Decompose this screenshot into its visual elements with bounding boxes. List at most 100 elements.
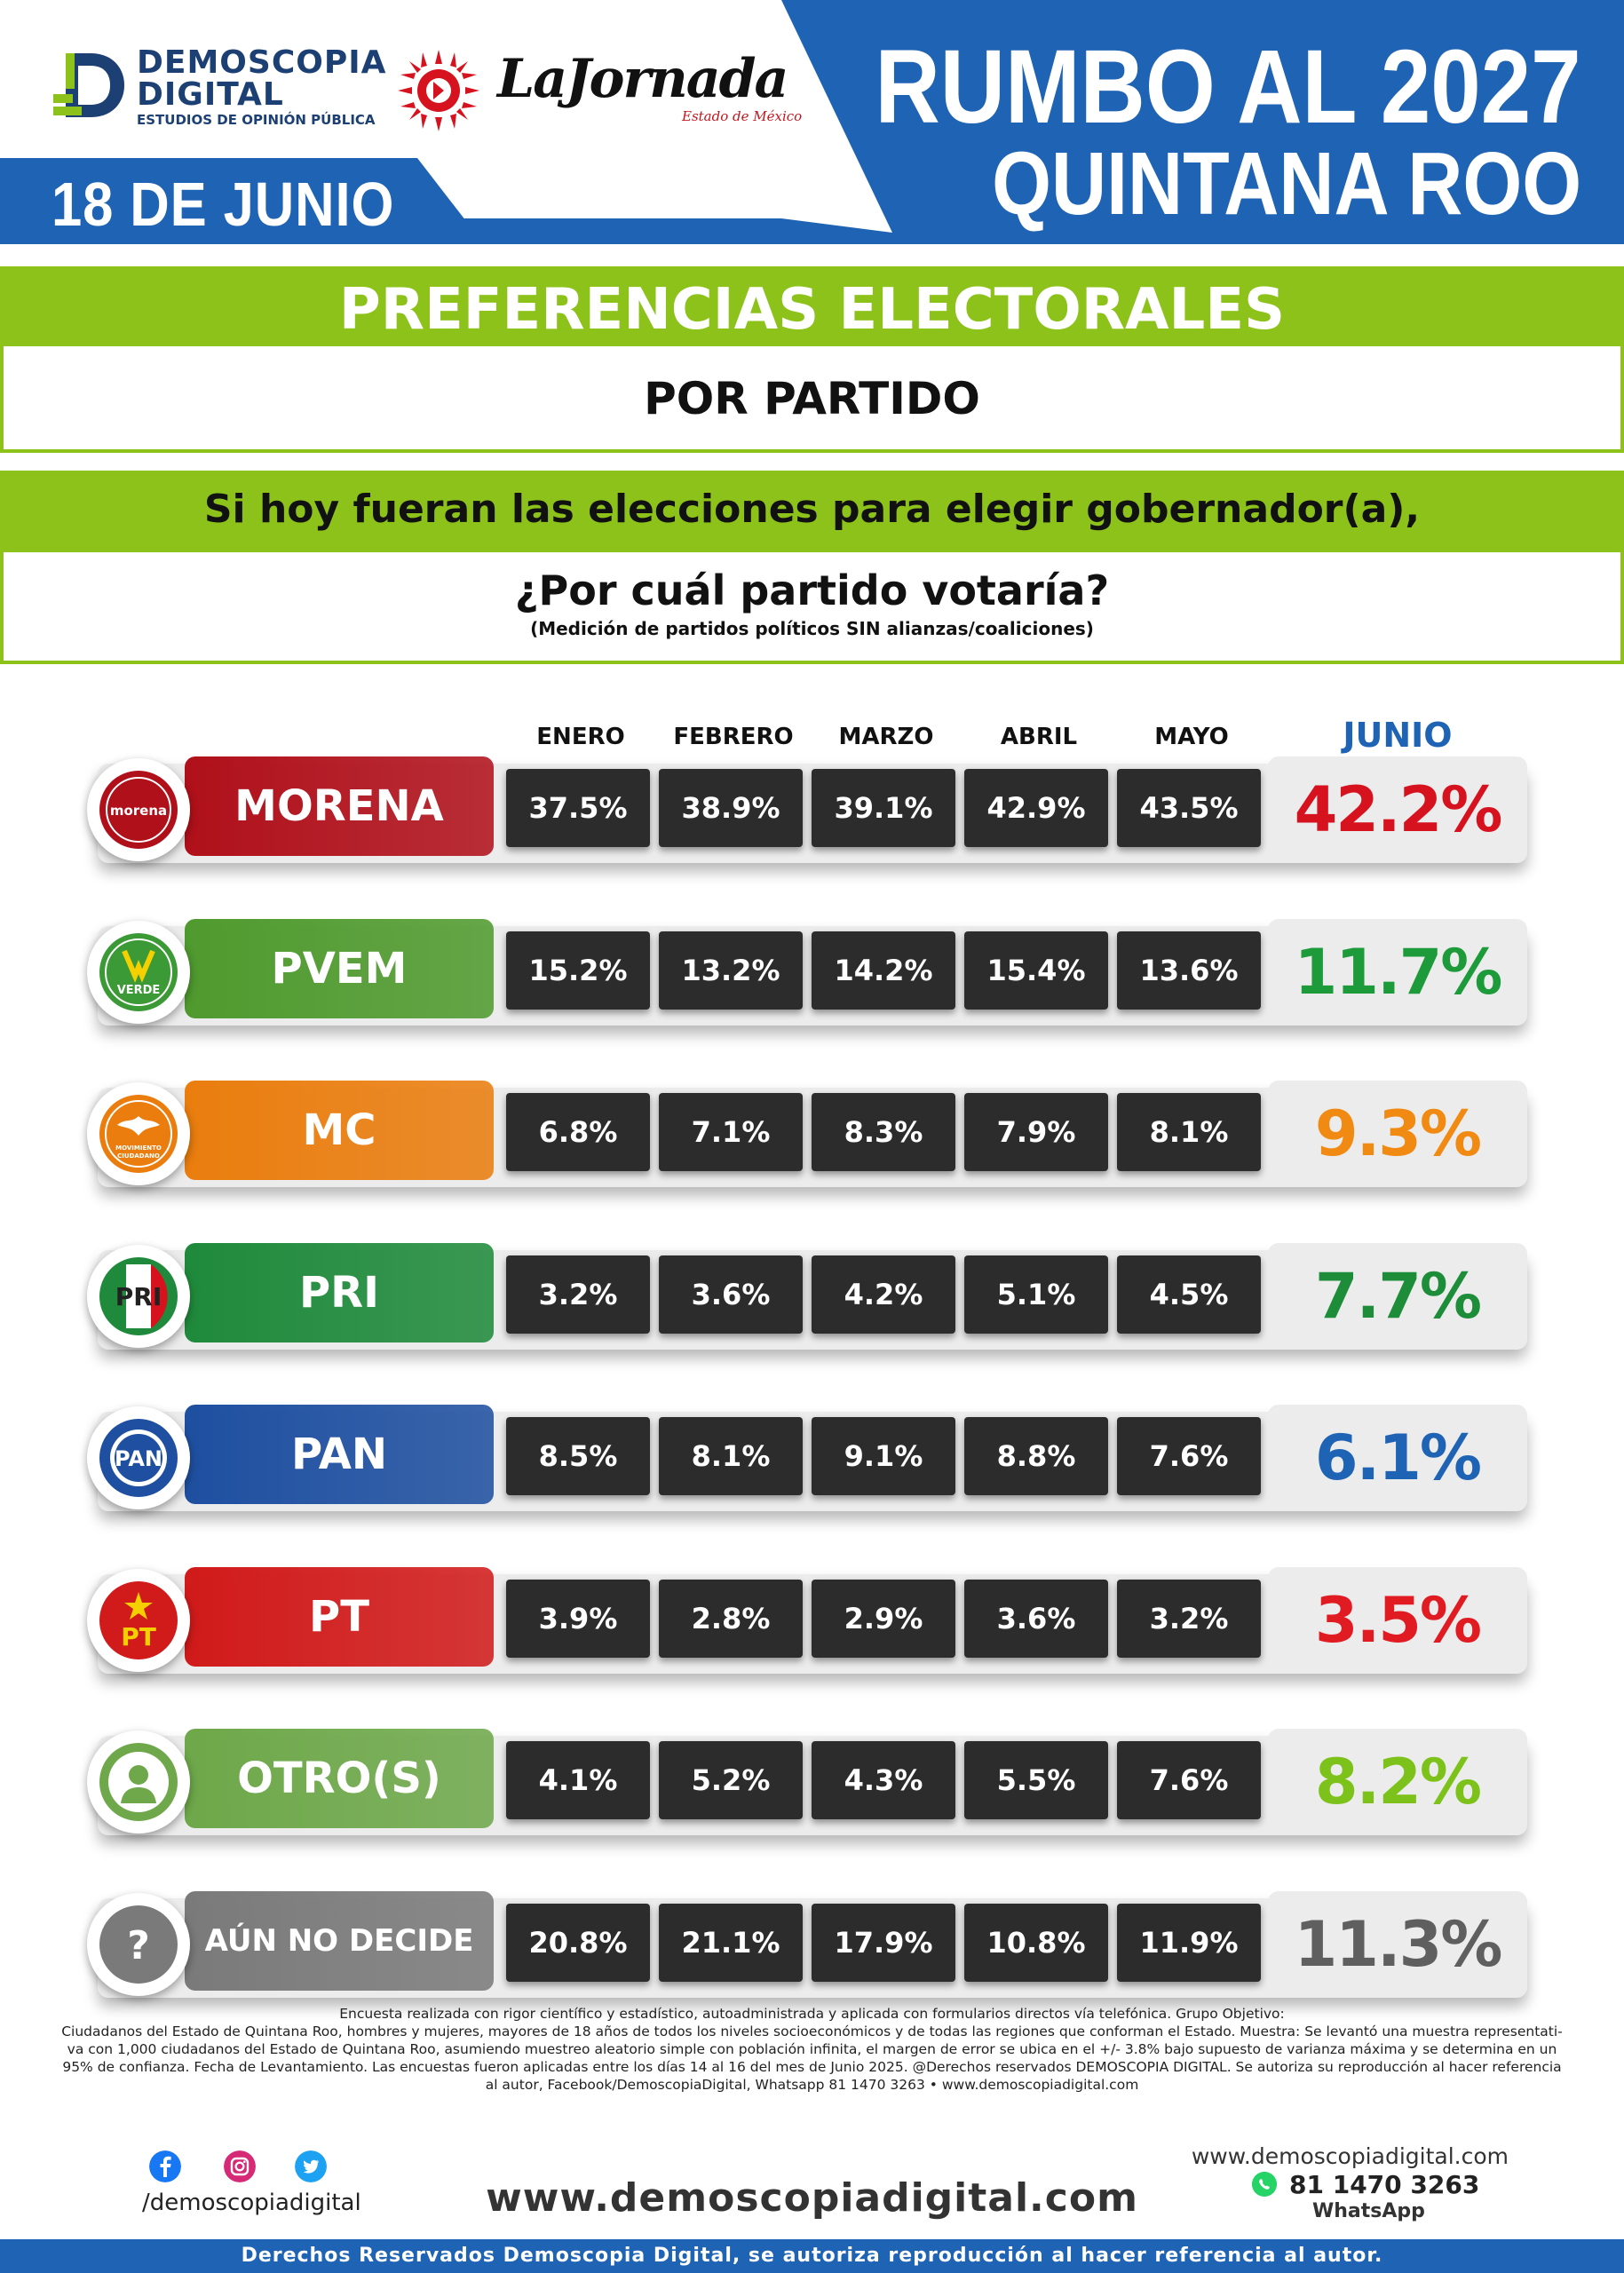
value-cell-junio: 7.7% — [1314, 1259, 1482, 1333]
table-row-morena: MORENA morena 37.5% 38.9% 39.1% 42.9% 43.5% 42.… — [0, 756, 1624, 863]
svg-text:CIUDADANO: CIUDADANO — [117, 1152, 160, 1160]
column-header-abril: ABRIL — [1000, 724, 1078, 750]
value-cell-junio: 3.5% — [1314, 1583, 1482, 1657]
methodology-line-4: 95% de confianza. Fecha de Levantamiento… — [62, 2059, 1562, 2075]
question-line-1: Si hoy fueran las elecciones para elegir… — [203, 487, 1421, 532]
value-cell-marzo: 4.3% — [812, 1741, 955, 1819]
facebook-icon[interactable] — [149, 2150, 181, 2182]
value-cell-febrero: 7.1% — [659, 1093, 803, 1171]
value-cell-enero: 8.5% — [506, 1417, 650, 1495]
whatsapp-icon — [1252, 2172, 1277, 2197]
value-cell-mayo: 7.6% — [1117, 1417, 1261, 1495]
person-icon — [87, 1730, 190, 1833]
value-cell-junio: 9.3% — [1314, 1097, 1482, 1170]
partner-subtitle: Estado de México — [682, 108, 803, 124]
value-cell-enero: 3.2% — [506, 1255, 650, 1334]
brand-name-2: DIGITAL — [137, 76, 284, 113]
junio-cell-background — [1268, 918, 1527, 1026]
brand-tagline: ESTUDIOS DE OPINIÓN PÚBLICA — [137, 112, 376, 128]
table-row-pri: PRI PRI 3.2% 3.6% 4.2% 5.1% 4.5% 7.7% — [0, 1242, 1624, 1350]
question-banner: Si hoy fueran las elecciones para elegir… — [0, 471, 1624, 552]
website-link-center[interactable]: www.demoscopiadigital.com — [486, 2175, 1138, 2221]
value-cell-abril: 15.4% — [964, 931, 1108, 1010]
methodology-note: Encuesta realizada con rigor científico … — [27, 2005, 1597, 2094]
value-cell-marzo: 4.2% — [812, 1255, 955, 1334]
table-row-mc: MC MOVIMIENTO CIUDADANO 6.8% 7.1% 8.3% 7.9% 8.1… — [0, 1081, 1624, 1187]
column-header-mayo: MAYO — [1154, 724, 1229, 750]
pan-logo-icon: PAN — [87, 1406, 190, 1509]
pvem-logo-icon: VERDE — [87, 920, 190, 1024]
brand-name-1: DEMOSCOPIA — [137, 44, 387, 81]
junio-cell-background — [1268, 1242, 1527, 1350]
value-cell-abril: 5.1% — [964, 1255, 1108, 1334]
value-cell-marzo: 2.9% — [812, 1579, 955, 1658]
party-label: MC — [185, 1081, 494, 1180]
phone-number[interactable]: 81 1470 3263 — [1289, 2170, 1480, 2199]
junio-cell-background — [1268, 756, 1527, 863]
demoscopia-logo: DEMOSCOPIA DIGITAL ESTUDIOS DE OPINIÓN P… — [53, 44, 391, 133]
junio-cell-background — [1268, 1405, 1527, 1511]
instagram-icon[interactable] — [224, 2150, 256, 2182]
twitter-icon[interactable] — [295, 2150, 327, 2182]
party-label: PVEM — [185, 918, 494, 1018]
demoscopia-d-icon — [53, 53, 124, 117]
column-header-enero: ENERO — [536, 724, 625, 750]
social-handle[interactable]: /demoscopiadigital — [142, 2190, 361, 2216]
value-cell-junio: 6.1% — [1314, 1422, 1482, 1494]
rights-bar: Derechos Reservados Demoscopia Digital, … — [0, 2239, 1624, 2273]
value-cell-enero: 15.2% — [506, 931, 650, 1010]
value-cell-febrero: 38.9% — [659, 769, 803, 847]
value-cell-marzo: 17.9% — [812, 1903, 955, 1982]
party-label: OTRO(S) — [185, 1729, 494, 1828]
value-cell-mayo: 3.2% — [1117, 1579, 1261, 1658]
value-cell-marzo: 14.2% — [812, 931, 955, 1010]
methodology-line-2: Ciudadanos del Estado de Quintana Roo, h… — [61, 2024, 1563, 2039]
methodology-line-5: al autor, Facebook/DemoscopiaDigital, Wh… — [485, 2077, 1139, 2093]
column-header-febrero: FEBRERO — [673, 724, 794, 750]
column-header-junio: JUNIO — [1343, 716, 1453, 755]
subtitle-banner: POR PARTIDO — [0, 346, 1624, 453]
partner-name: LaJornada — [497, 48, 788, 110]
value-cell-febrero: 2.8% — [659, 1579, 803, 1658]
value-cell-abril: 3.6% — [964, 1579, 1108, 1658]
table-row-pan: PAN PAN 8.5% 8.1% 9.1% 8.8% 7.6% 6.1% — [0, 1405, 1624, 1511]
question-box: ¿Por cuál partido votaría? (Medición de … — [0, 552, 1624, 664]
header-background — [0, 0, 1624, 244]
value-cell-enero: 4.1% — [506, 1741, 650, 1819]
banner-subtitle: POR PARTIDO — [644, 373, 980, 424]
svg-text:VERDE: VERDE — [117, 984, 161, 997]
value-cell-enero: 6.8% — [506, 1093, 650, 1171]
party-label: MORENA — [185, 756, 494, 856]
question-icon: ? — [87, 1892, 190, 1996]
party-label: AÚN NO DECIDE — [185, 1890, 494, 1991]
svg-text:PT: PT — [121, 1622, 156, 1651]
party-label: PAN — [185, 1405, 494, 1504]
value-cell-mayo: 7.6% — [1117, 1741, 1261, 1819]
value-cell-enero: 37.5% — [506, 769, 650, 847]
value-cell-mayo: 11.9% — [1117, 1903, 1261, 1982]
party-label: PRI — [185, 1242, 494, 1342]
value-cell-mayo: 8.1% — [1117, 1093, 1261, 1171]
value-cell-febrero: 3.6% — [659, 1255, 803, 1334]
svg-text:MOVIMIENTO: MOVIMIENTO — [115, 1144, 162, 1152]
table-row-pt: PT PT 3.9% 2.8% 2.9% 3.6% 3.2% 3.5% — [0, 1566, 1624, 1674]
value-cell-abril: 5.5% — [964, 1741, 1108, 1819]
website-link-right[interactable]: www.demoscopiadigital.com — [1191, 2143, 1509, 2169]
value-cell-mayo: 43.5% — [1117, 769, 1261, 847]
table-row-aun-no-decide: AÚN NO DECIDE? 20.8% 21.1% 17.9% 10.8% 11.9% 1… — [0, 1890, 1624, 1998]
sun-icon — [398, 50, 479, 131]
value-cell-marzo: 39.1% — [812, 769, 955, 847]
main-title: RUMBO AL 2027 — [875, 28, 1581, 146]
junio-cell-background — [1268, 1566, 1527, 1674]
value-cell-marzo: 8.3% — [812, 1093, 955, 1171]
party-label: PT — [185, 1566, 494, 1667]
methodology-line-3: va con 1,000 ciudadanos del Estado de Qu… — [67, 2041, 1557, 2057]
value-cell-febrero: 8.1% — [659, 1417, 803, 1495]
pt-logo-icon: PT — [87, 1568, 190, 1672]
svg-text:morena: morena — [110, 803, 167, 819]
value-cell-enero: 20.8% — [506, 1903, 650, 1982]
question-note: (Medición de partidos políticos SIN alia… — [530, 618, 1094, 639]
value-cell-febrero: 5.2% — [659, 1741, 803, 1819]
value-cell-junio: 8.2% — [1314, 1746, 1482, 1818]
junio-cell-background — [1268, 1890, 1527, 1998]
